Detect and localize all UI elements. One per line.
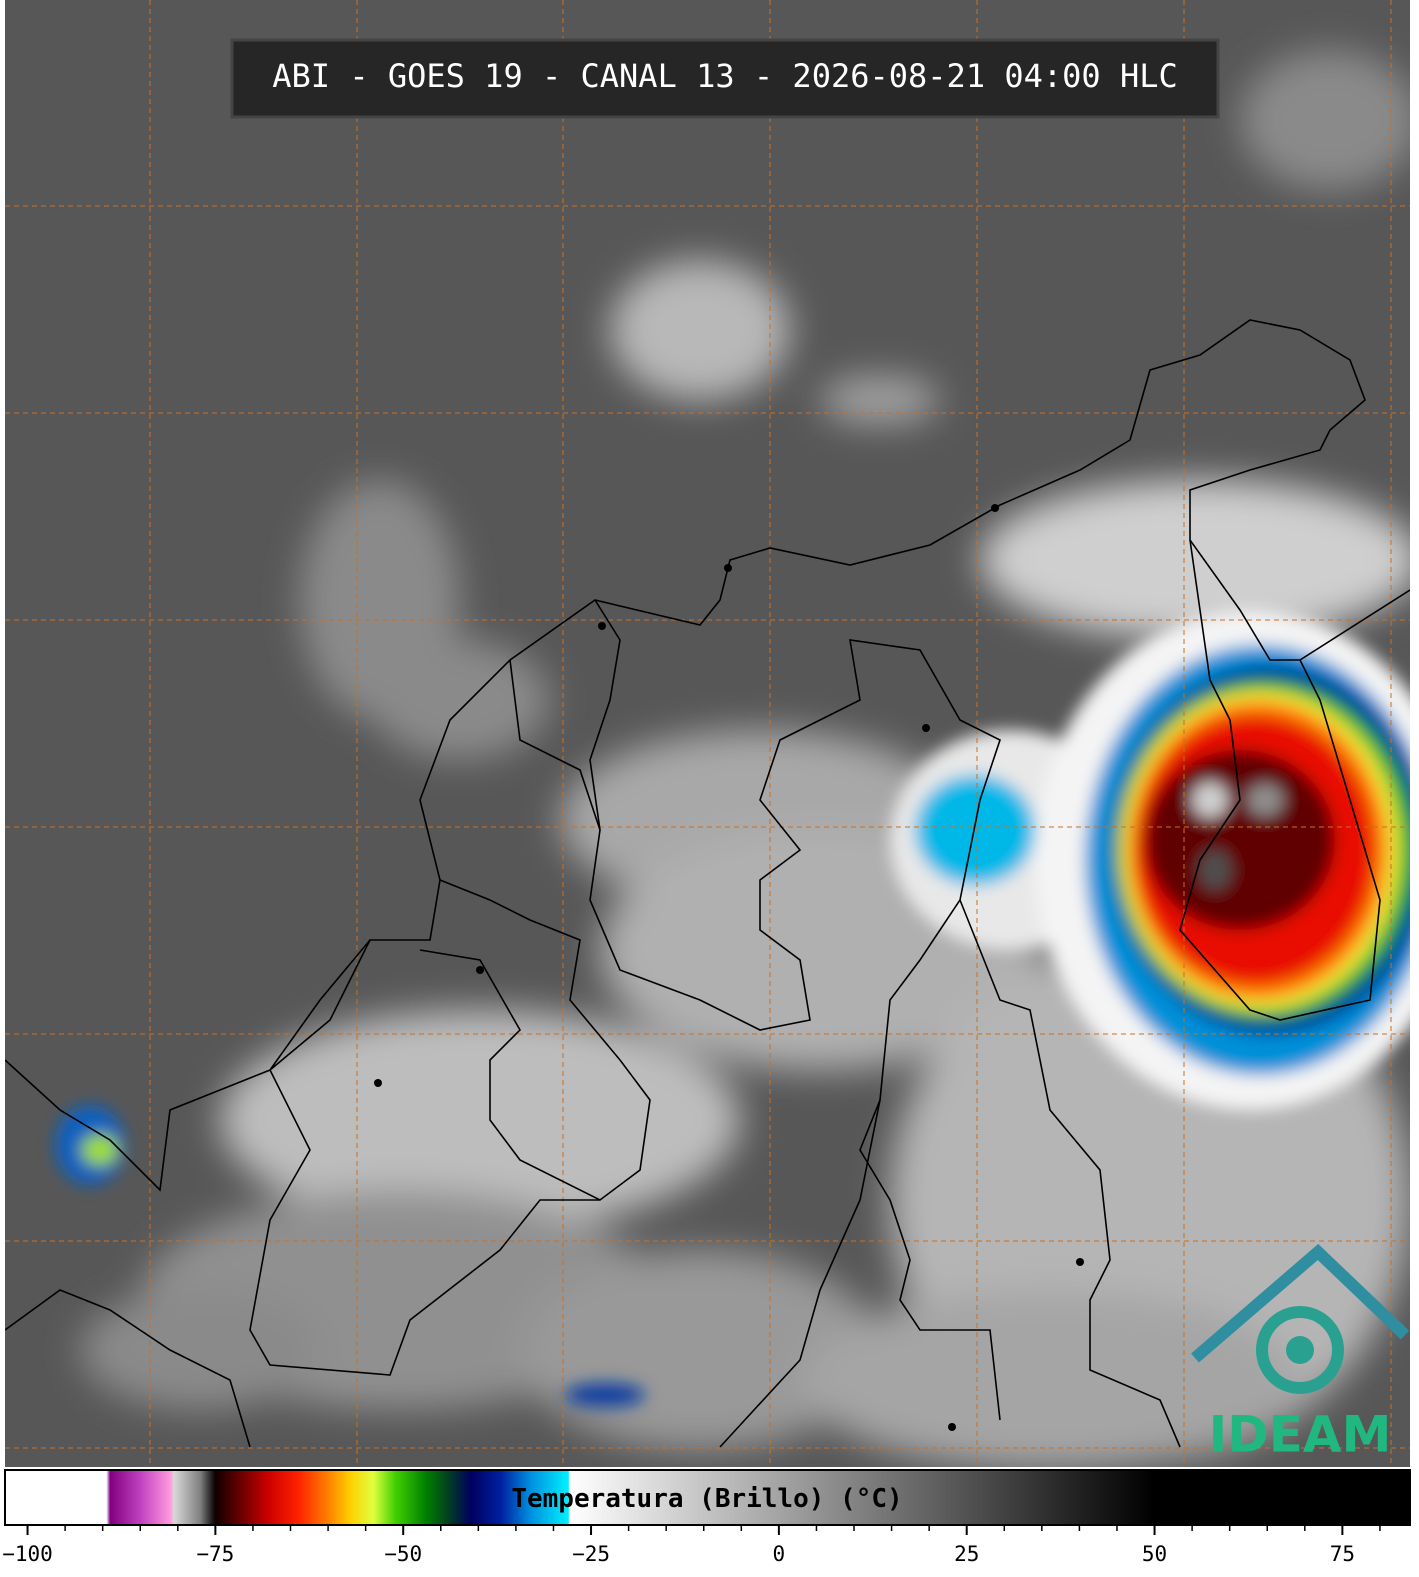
tick-label: −25 [572, 1542, 610, 1566]
tick-label: −100 [2, 1542, 53, 1566]
tick-label: 75 [1330, 1542, 1355, 1566]
tick-label: −75 [196, 1542, 234, 1566]
logo: IDEAM [1191, 1243, 1410, 1464]
chart-title: ABI - GOES 19 - CANAL 13 - 2026-08-21 04… [272, 57, 1177, 95]
tick-label: 0 [773, 1542, 786, 1566]
tick-label: 50 [1142, 1542, 1167, 1566]
colorbar-label: Temperatura (Brillo) (°C) [511, 1484, 902, 1514]
colorbar-fill [4, 1469, 1411, 1526]
satellite-map: IDEAM [5, 0, 1410, 1467]
tick-label: −50 [384, 1542, 422, 1566]
colorbar: Temperatura (Brillo) (°C) −100 −75 −50 −25 0 2… [2, 1469, 1411, 1566]
logo-text: IDEAM [1209, 1406, 1392, 1464]
tick-label: 25 [954, 1542, 979, 1566]
title-box [230, 38, 1220, 119]
